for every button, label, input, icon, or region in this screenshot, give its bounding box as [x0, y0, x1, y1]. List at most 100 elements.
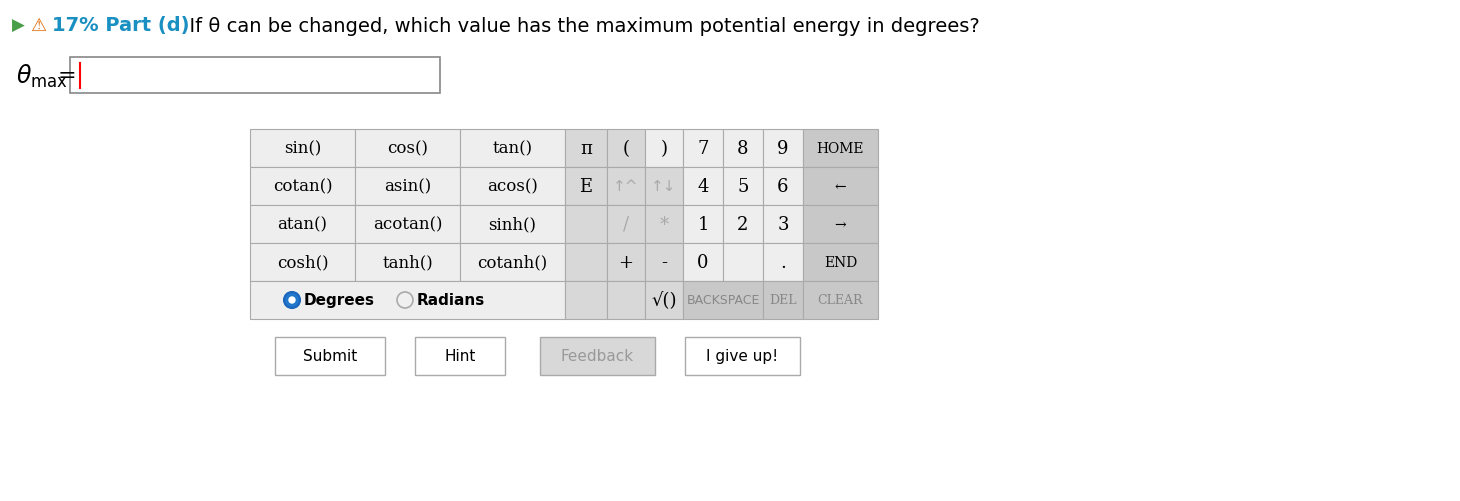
Text: →: →	[835, 217, 847, 231]
FancyBboxPatch shape	[685, 337, 800, 375]
Text: asin(): asin()	[384, 178, 431, 195]
FancyBboxPatch shape	[803, 243, 877, 282]
FancyBboxPatch shape	[250, 205, 355, 243]
Text: tanh(): tanh()	[383, 254, 432, 271]
FancyBboxPatch shape	[723, 130, 764, 168]
FancyBboxPatch shape	[764, 168, 803, 205]
Text: BACKSPACE: BACKSPACE	[686, 294, 759, 307]
Text: ⚠: ⚠	[31, 17, 47, 35]
Text: HOME: HOME	[816, 142, 864, 156]
Text: tan(): tan()	[492, 140, 533, 157]
Text: ): )	[660, 140, 667, 158]
FancyBboxPatch shape	[683, 282, 764, 319]
FancyBboxPatch shape	[645, 130, 683, 168]
Text: -: -	[661, 254, 667, 272]
Text: Radians: Radians	[418, 293, 485, 308]
FancyBboxPatch shape	[645, 243, 683, 282]
FancyBboxPatch shape	[250, 130, 355, 168]
FancyBboxPatch shape	[460, 243, 565, 282]
Text: √(): √()	[651, 292, 677, 310]
Text: 17% Part (d): 17% Part (d)	[53, 17, 190, 36]
Text: +: +	[619, 254, 634, 272]
Text: acos(): acos()	[488, 178, 537, 195]
FancyBboxPatch shape	[764, 282, 803, 319]
FancyBboxPatch shape	[803, 282, 877, 319]
Text: cos(): cos()	[387, 140, 428, 157]
Text: acotan(): acotan()	[372, 216, 442, 233]
Circle shape	[289, 298, 295, 304]
FancyBboxPatch shape	[764, 205, 803, 243]
Text: sin(): sin()	[283, 140, 321, 157]
FancyBboxPatch shape	[645, 282, 683, 319]
Text: If θ can be changed, which value has the maximum potential energy in degrees?: If θ can be changed, which value has the…	[177, 17, 980, 36]
Text: 5: 5	[737, 178, 749, 195]
FancyBboxPatch shape	[803, 130, 877, 168]
FancyBboxPatch shape	[565, 282, 607, 319]
Circle shape	[285, 293, 299, 309]
Text: Degrees: Degrees	[304, 293, 375, 308]
Text: Hint: Hint	[444, 349, 476, 364]
FancyBboxPatch shape	[645, 205, 683, 243]
Text: 6: 6	[777, 178, 788, 195]
Text: 8: 8	[737, 140, 749, 158]
FancyBboxPatch shape	[803, 205, 877, 243]
Text: ←: ←	[835, 180, 847, 193]
FancyBboxPatch shape	[607, 205, 645, 243]
Text: END: END	[823, 256, 857, 270]
FancyBboxPatch shape	[565, 243, 607, 282]
FancyBboxPatch shape	[250, 243, 355, 282]
Text: atan(): atan()	[277, 216, 327, 233]
FancyBboxPatch shape	[607, 282, 645, 319]
FancyBboxPatch shape	[540, 337, 656, 375]
Text: 3: 3	[777, 215, 788, 233]
FancyBboxPatch shape	[250, 282, 565, 319]
Text: Submit: Submit	[302, 349, 358, 364]
FancyBboxPatch shape	[565, 168, 607, 205]
Text: 0: 0	[698, 254, 708, 272]
FancyBboxPatch shape	[723, 168, 764, 205]
Text: ↑^: ↑^	[613, 179, 639, 194]
FancyBboxPatch shape	[460, 130, 565, 168]
Text: sinh(): sinh()	[489, 216, 536, 233]
FancyBboxPatch shape	[565, 130, 607, 168]
FancyBboxPatch shape	[355, 243, 460, 282]
FancyBboxPatch shape	[803, 168, 877, 205]
FancyBboxPatch shape	[565, 205, 607, 243]
Text: Feedback: Feedback	[561, 349, 634, 364]
FancyBboxPatch shape	[683, 168, 723, 205]
FancyBboxPatch shape	[764, 130, 803, 168]
Text: /: /	[623, 215, 629, 233]
FancyBboxPatch shape	[460, 168, 565, 205]
FancyBboxPatch shape	[723, 205, 764, 243]
Text: I give up!: I give up!	[707, 349, 778, 364]
Text: *: *	[660, 215, 669, 233]
FancyBboxPatch shape	[355, 130, 460, 168]
Text: =: =	[58, 66, 76, 86]
Text: 4: 4	[698, 178, 708, 195]
Text: cotan(): cotan()	[273, 178, 333, 195]
FancyBboxPatch shape	[607, 243, 645, 282]
Text: DEL: DEL	[769, 294, 797, 307]
FancyBboxPatch shape	[70, 58, 439, 94]
Text: cotanh(): cotanh()	[477, 254, 548, 271]
FancyBboxPatch shape	[607, 168, 645, 205]
Text: (: (	[622, 140, 629, 158]
Text: 9: 9	[777, 140, 788, 158]
FancyBboxPatch shape	[607, 130, 645, 168]
Text: 2: 2	[737, 215, 749, 233]
FancyBboxPatch shape	[683, 243, 723, 282]
Text: CLEAR: CLEAR	[818, 294, 863, 307]
FancyBboxPatch shape	[415, 337, 505, 375]
Text: E: E	[580, 178, 593, 195]
Text: $\theta_{\mathrm{max}}$: $\theta_{\mathrm{max}}$	[16, 62, 69, 89]
Text: 7: 7	[698, 140, 708, 158]
FancyBboxPatch shape	[683, 130, 723, 168]
FancyBboxPatch shape	[355, 205, 460, 243]
FancyBboxPatch shape	[683, 205, 723, 243]
FancyBboxPatch shape	[645, 168, 683, 205]
Circle shape	[397, 293, 413, 309]
Text: ▶: ▶	[12, 17, 25, 35]
Text: .: .	[780, 254, 785, 272]
FancyBboxPatch shape	[250, 168, 355, 205]
Text: ↑↓: ↑↓	[651, 179, 677, 194]
